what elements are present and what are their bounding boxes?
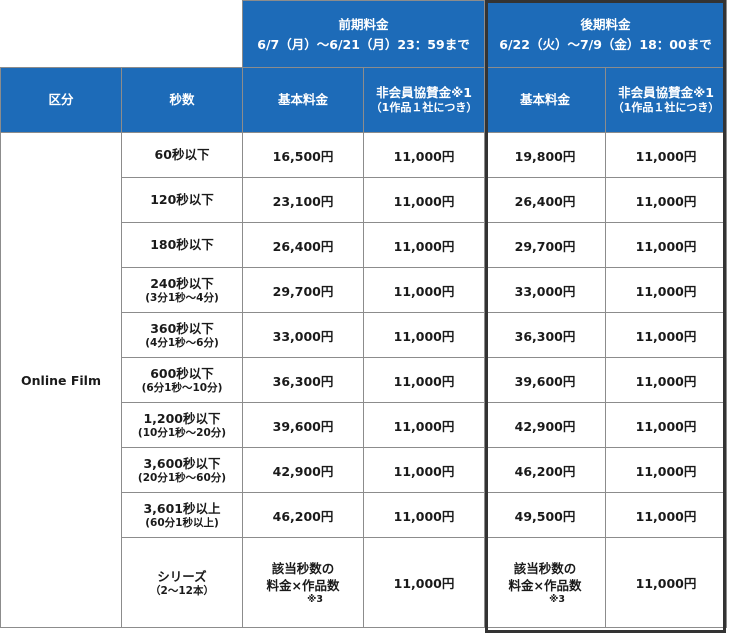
series-early-sponsor-cell: 11,000円: [363, 537, 485, 628]
early-sponsor-cell: 11,000円: [363, 177, 485, 223]
seconds-range: (4分1秒～6分): [145, 336, 219, 349]
late-period-header: 後期料金 6/22（火）～7/9（金）18：00まで: [484, 0, 727, 68]
fee-row: 1,200秒以下 (10分1秒～20分) 39,600円 11,000円 42,900円…: [1, 402, 727, 448]
seconds-range: (20分1秒～60分): [137, 471, 227, 484]
fee-row: 180秒以下 26,400円 11,000円 29,700円 11,000円: [1, 222, 727, 268]
early-period-header: 前期料金 6/7（月）～6/21（月）23：59まで: [242, 0, 485, 68]
seconds-range: (3分1秒～4分): [145, 291, 219, 304]
seconds-label: 3,600秒以下: [143, 455, 221, 471]
late-base-cell: 29,700円: [484, 222, 606, 268]
series-late-base-cell: 該当秒数の 料金×作品数 ※3: [484, 537, 606, 628]
early-sponsor-cell: 11,000円: [363, 267, 485, 313]
late-sponsor-cell: 11,000円: [605, 402, 727, 448]
fee-row: 360秒以下 (4分1秒～6分) 33,000円 11,000円 36,300円 11,0…: [1, 312, 727, 358]
early-base-cell: 23,100円: [242, 177, 364, 223]
early-base-cell: 46,200円: [242, 492, 364, 538]
seconds-label: 180秒以下: [150, 237, 214, 252]
early-sponsor-cell: 11,000円: [363, 447, 485, 493]
fee-row: 120秒以下 23,100円 11,000円 26,400円 11,000円: [1, 177, 727, 223]
period-header-row: 前期料金 6/7（月）～6/21（月）23：59まで 後期料金 6/22（火）～…: [0, 0, 727, 68]
seconds-range: (60分1秒以上): [145, 516, 219, 529]
fee-row: 3,601秒以上 (60分1秒以上) 46,200円 11,000円 49,500円 11…: [1, 492, 727, 538]
early-sponsor-cell: 11,000円: [363, 312, 485, 358]
seconds-cell: 60秒以下: [121, 132, 243, 178]
seconds-cell: 1,200秒以下 (10分1秒～20分): [121, 402, 243, 448]
early-base-cell: 29,700円: [242, 267, 364, 313]
series-base-line2: 料金×作品数: [508, 577, 582, 593]
series-base-note: ※3: [307, 593, 323, 605]
late-base-fee-header: 基本料金: [484, 67, 606, 133]
early-base-cell: 26,400円: [242, 222, 364, 268]
series-base-line2: 料金×作品数: [266, 577, 340, 593]
seconds-cell: 120秒以下: [121, 177, 243, 223]
late-sponsor-cell: 11,000円: [605, 357, 727, 403]
series-base-note: ※3: [549, 593, 565, 605]
early-base-cell: 36,300円: [242, 357, 364, 403]
seconds-label: 60秒以下: [154, 147, 210, 162]
series-early-base-cell: 該当秒数の 料金×作品数 ※3: [242, 537, 364, 628]
late-sponsor-cell: 11,000円: [605, 267, 727, 313]
seconds-label: 240秒以下: [150, 275, 214, 291]
late-base-cell: 42,900円: [484, 402, 606, 448]
early-sponsor-cell: 11,000円: [363, 132, 485, 178]
seconds-label: 3,601秒以上: [143, 500, 221, 516]
late-base-cell: 46,200円: [484, 447, 606, 493]
category-label: Online Film: [21, 372, 101, 388]
late-sponsor-cell: 11,000円: [605, 177, 727, 223]
series-row: シリーズ （2～12本） 該当秒数の 料金×作品数 ※3 11,000円 該当秒数の 料金×作…: [1, 537, 727, 628]
late-period-dates: 6/22（火）～7/9（金）18：00まで: [499, 37, 712, 52]
series-base-line1: 該当秒数の: [513, 560, 577, 576]
late-sponsor-cell: 11,000円: [605, 222, 727, 268]
blank-corner: [0, 0, 243, 68]
seconds-label: 1,200秒以下: [143, 410, 221, 426]
early-sponsor-cell: 11,000円: [363, 402, 485, 448]
late-sponsor-cell: 11,000円: [605, 132, 727, 178]
early-base-cell: 42,900円: [242, 447, 364, 493]
early-base-cell: 16,500円: [242, 132, 364, 178]
category-cell: Online Film: [0, 132, 122, 628]
late-sponsor-cell: 11,000円: [605, 492, 727, 538]
seconds-range: (10分1秒～20分): [137, 426, 227, 439]
seconds-label: 360秒以下: [150, 320, 214, 336]
seconds-cell: 360秒以下 (4分1秒～6分): [121, 312, 243, 358]
series-count: （2～12本）: [150, 584, 214, 597]
seconds-cell: 600秒以下 (6分1秒～10分): [121, 357, 243, 403]
late-base-cell: 39,600円: [484, 357, 606, 403]
early-sponsor-cell: 11,000円: [363, 492, 485, 538]
late-sponsor-fee-header: 非会員協賛金※1 （1作品１社につき）: [605, 67, 727, 133]
late-base-cell: 49,500円: [484, 492, 606, 538]
early-period-dates: 6/7（月）～6/21（月）23：59まで: [257, 37, 470, 52]
early-period-title: 前期料金: [338, 17, 389, 32]
category-header: 区分: [0, 67, 122, 133]
series-base-line1: 該当秒数の: [271, 560, 335, 576]
seconds-cell: 3,601秒以上 (60分1秒以上): [121, 492, 243, 538]
early-base-fee-header: 基本料金: [242, 67, 364, 133]
late-sponsor-cell: 11,000円: [605, 447, 727, 493]
early-sponsor-cell: 11,000円: [363, 222, 485, 268]
early-base-cell: 33,000円: [242, 312, 364, 358]
series-label: シリーズ: [157, 568, 207, 584]
column-header-row: 区分 秒数 基本料金 非会員協賛金※1 （1作品１社につき） 基本料金 非会員協…: [0, 67, 727, 133]
seconds-cell: 3,600秒以下 (20分1秒～60分): [121, 447, 243, 493]
late-base-cell: 36,300円: [484, 312, 606, 358]
early-sponsor-cell: 11,000円: [363, 357, 485, 403]
late-base-cell: 19,800円: [484, 132, 606, 178]
early-sponsor-fee-header: 非会員協賛金※1 （1作品１社につき）: [363, 67, 485, 133]
seconds-label: 600秒以下: [150, 365, 214, 381]
seconds-label: 120秒以下: [150, 192, 214, 207]
late-base-cell: 26,400円: [484, 177, 606, 223]
series-seconds-cell: シリーズ （2～12本）: [121, 537, 243, 628]
seconds-cell: 180秒以下: [121, 222, 243, 268]
late-base-cell: 33,000円: [484, 267, 606, 313]
seconds-cell: 240秒以下 (3分1秒～4分): [121, 267, 243, 313]
seconds-range: (6分1秒～10分): [141, 381, 223, 394]
seconds-header: 秒数: [121, 67, 243, 133]
late-period-title: 後期料金: [580, 17, 631, 32]
series-late-sponsor-cell: 11,000円: [605, 537, 727, 628]
late-sponsor-cell: 11,000円: [605, 312, 727, 358]
fee-row: Online Film 60秒以下 16,500円 11,000円 19,800円 11,…: [0, 132, 727, 628]
early-base-cell: 39,600円: [242, 402, 364, 448]
